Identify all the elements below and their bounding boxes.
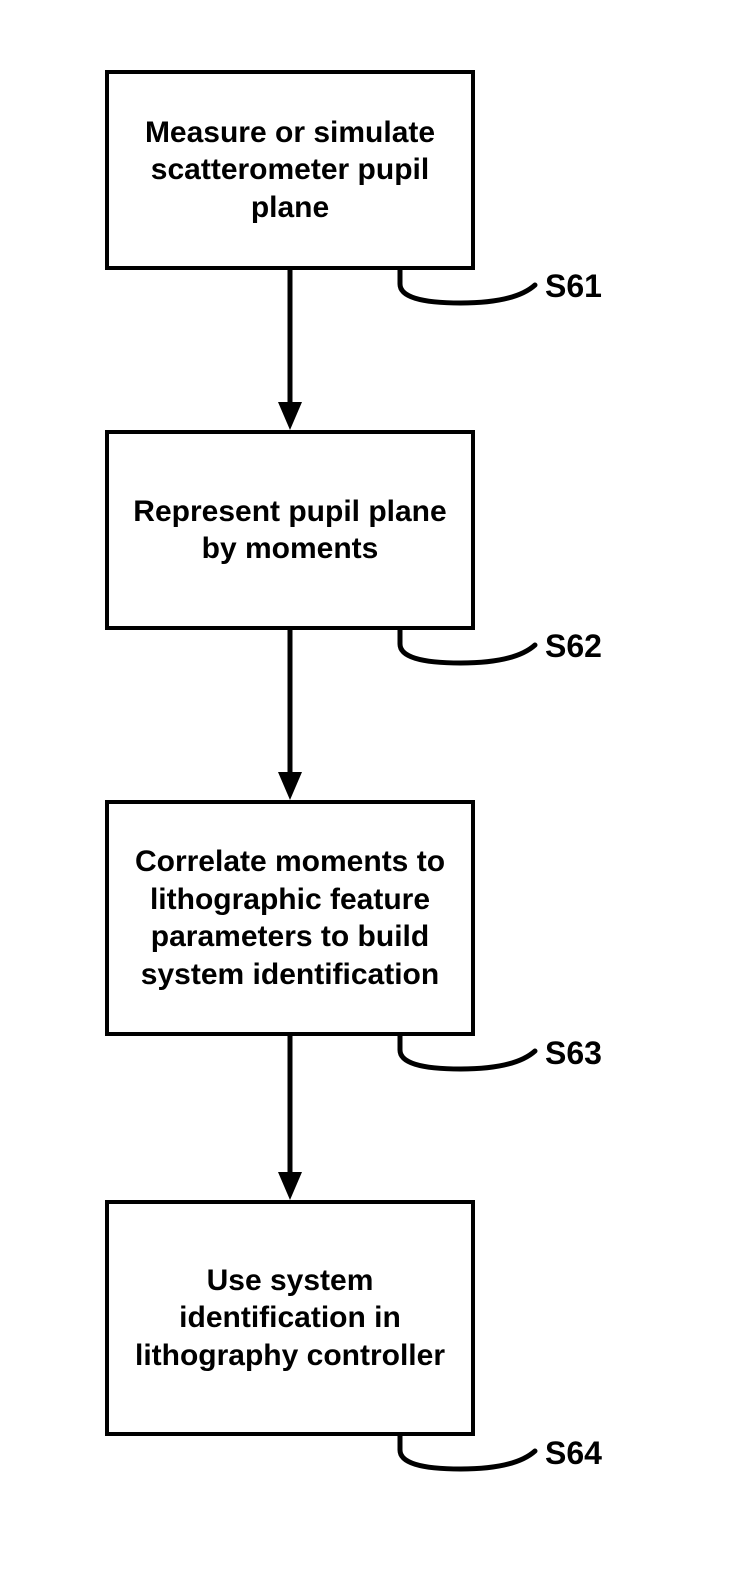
flowchart-callout-n4 <box>390 1426 585 1501</box>
flowchart-node-n2: Represent pupil plane by moments <box>105 430 475 630</box>
flowchart-node-text: Measure or simulate scatterometer pupil … <box>119 114 461 227</box>
flowchart-arrow-n3-n4 <box>276 1036 304 1200</box>
flowchart-node-text: Correlate moments to lithographic featur… <box>119 843 461 993</box>
flowchart-node-n3: Correlate moments to lithographic featur… <box>105 800 475 1036</box>
flowchart-callout-n2 <box>390 620 585 695</box>
flowchart-node-n1: Measure or simulate scatterometer pupil … <box>105 70 475 270</box>
flowchart-arrow-n1-n2 <box>276 270 304 430</box>
flowchart-canvas: Measure or simulate scatterometer pupil … <box>0 0 749 1576</box>
flowchart-node-text: Use system identification in lithography… <box>119 1262 461 1375</box>
flowchart-callout-n3 <box>390 1026 585 1101</box>
flowchart-node-n4: Use system identification in lithography… <box>105 1200 475 1436</box>
flowchart-node-text: Represent pupil plane by moments <box>119 493 461 568</box>
flowchart-arrow-n2-n3 <box>276 630 304 800</box>
flowchart-callout-n1 <box>390 260 585 335</box>
